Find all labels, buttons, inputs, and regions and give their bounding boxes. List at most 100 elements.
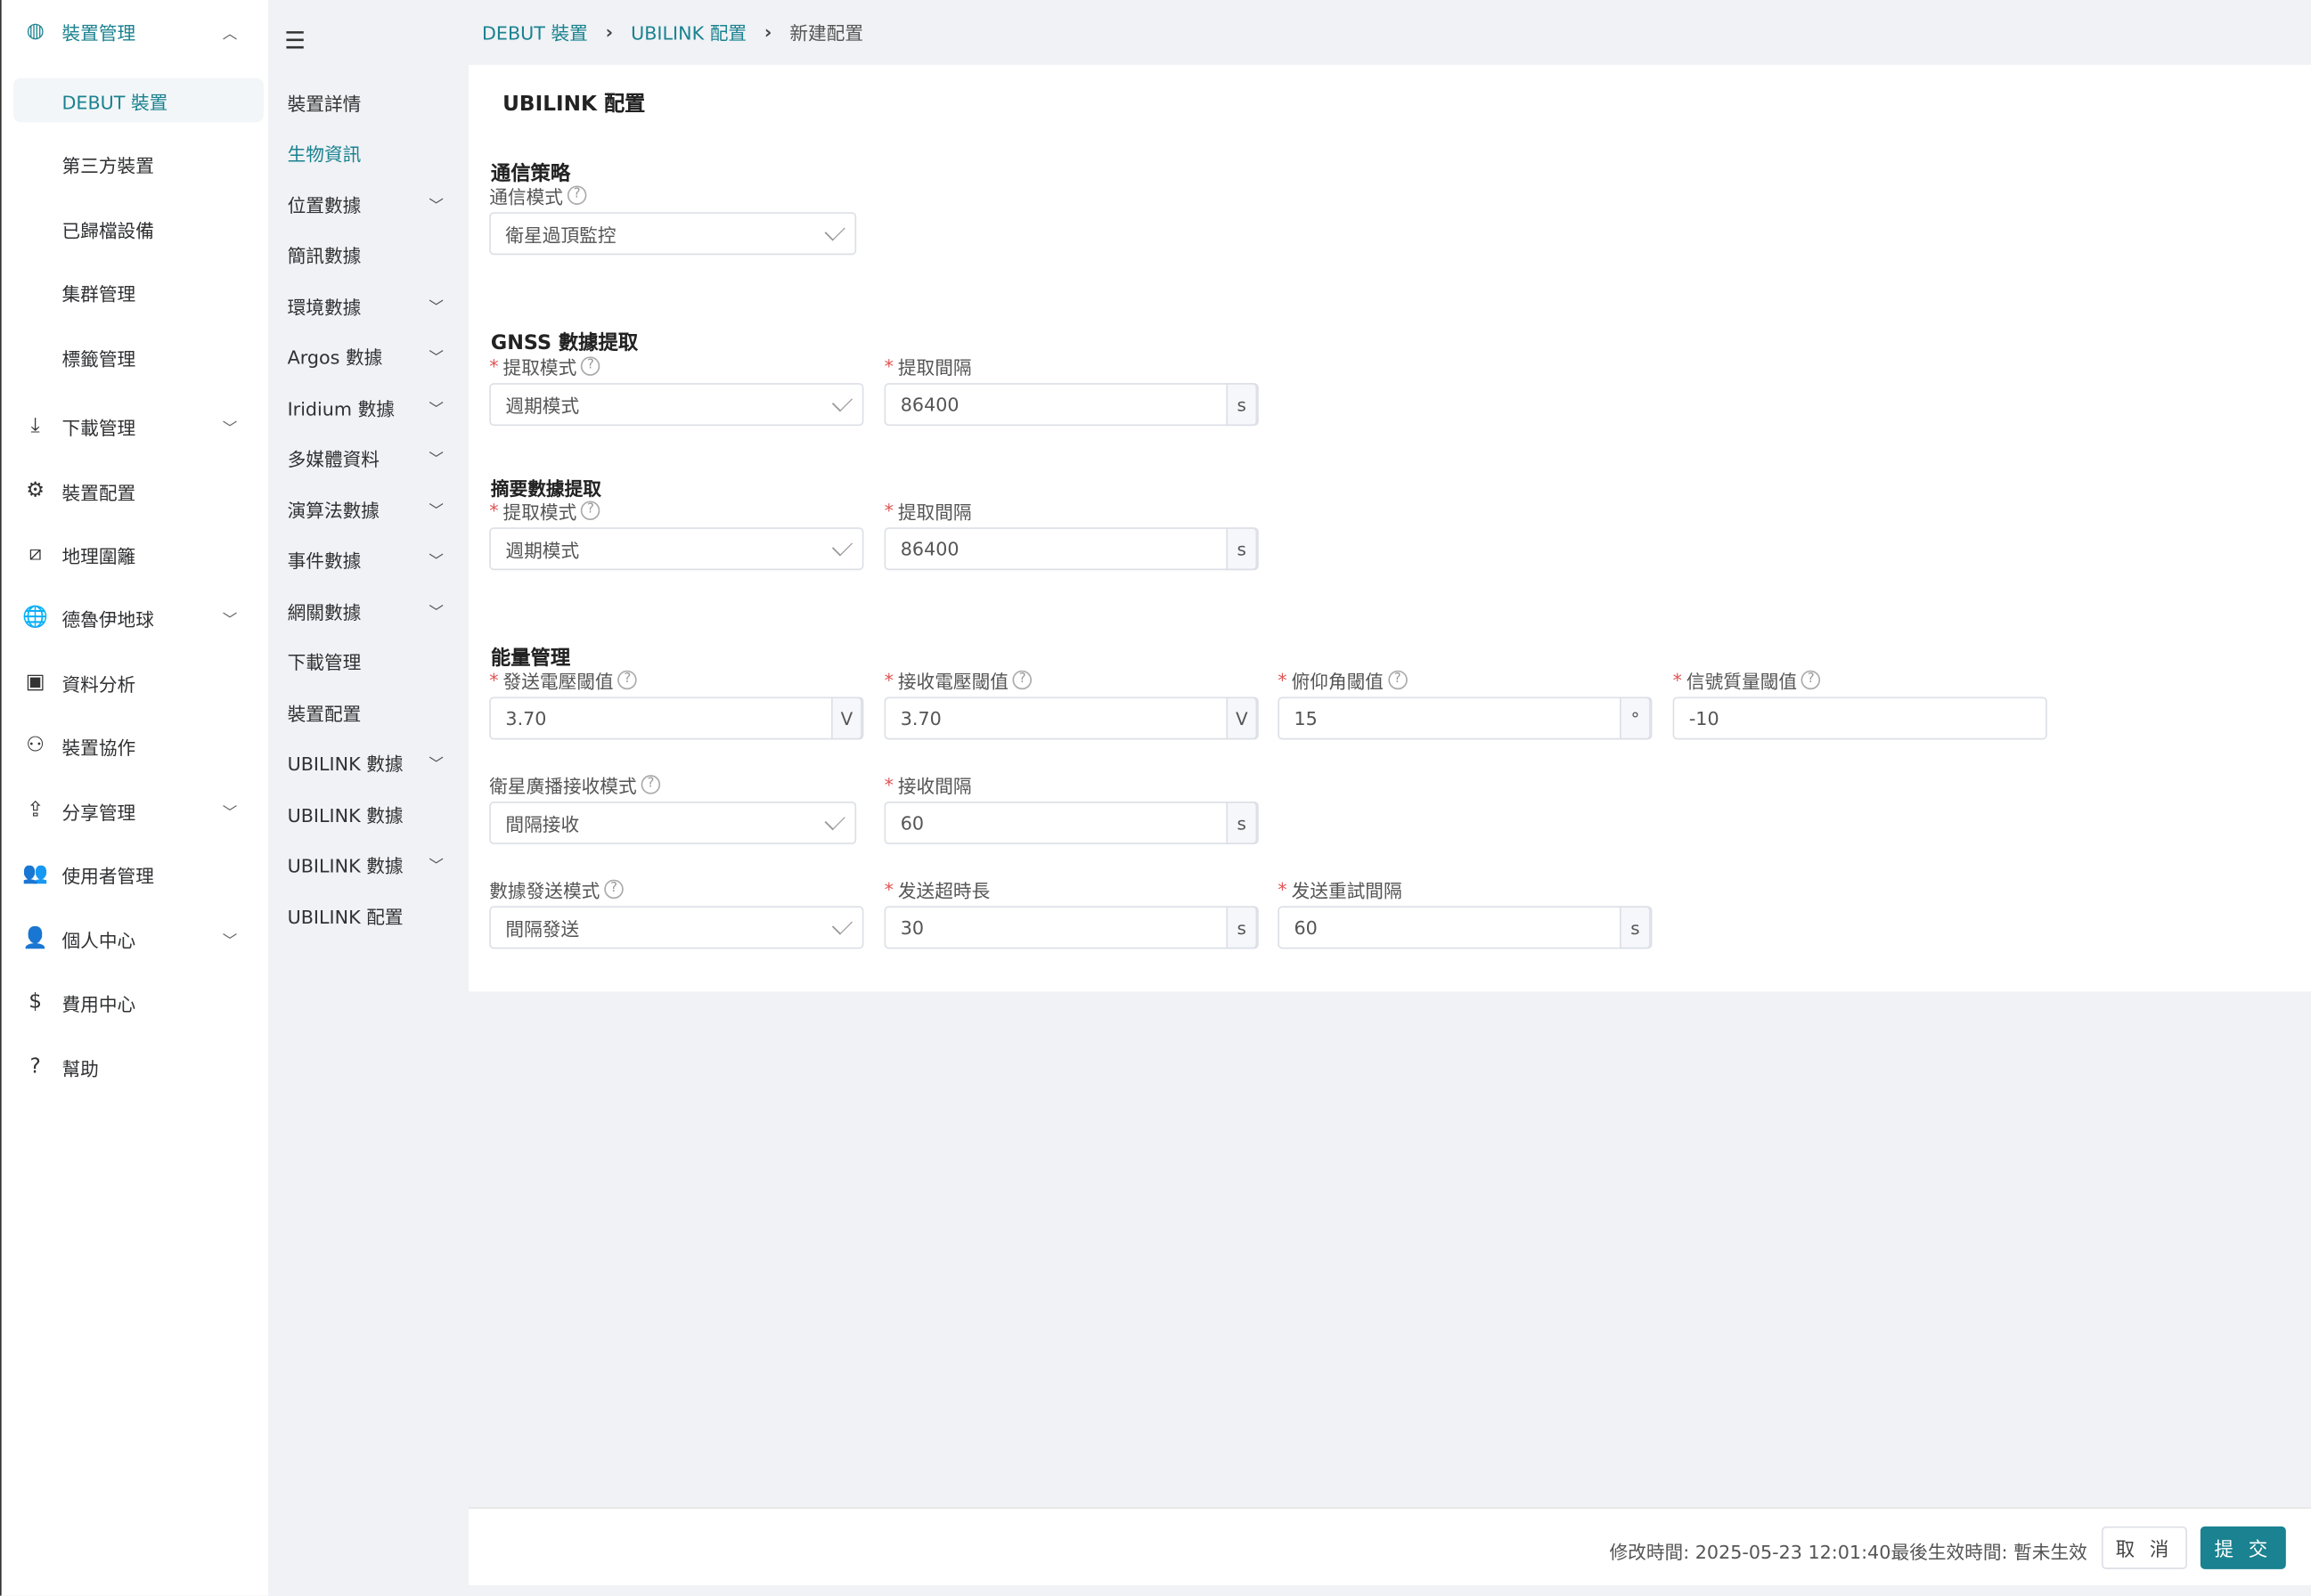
subnav-item[interactable]: Argos 數據 ﹀ xyxy=(288,337,461,375)
required-asterisk: * xyxy=(1278,877,1287,900)
help-icon[interactable]: ? xyxy=(1801,670,1821,690)
unit-suffix: s xyxy=(1226,383,1258,427)
sidebar-item-label: 地理圍籬 xyxy=(61,544,136,567)
chevron-down-icon: ﹀ xyxy=(429,605,444,622)
unit-suffix: ° xyxy=(1620,696,1651,740)
field-label: * 接收電壓閾值? xyxy=(885,666,1033,694)
breadcrumb-ubilink[interactable]: UBILINK 配置 xyxy=(631,21,747,45)
select-field[interactable]: 間隔發送 xyxy=(489,906,864,949)
required-asterisk: * xyxy=(884,773,894,796)
field-label: * 接收間隔 xyxy=(885,770,972,798)
subnav-item[interactable]: UBILINK 數據 xyxy=(288,794,461,833)
sidebar-item[interactable]: 集群管理 xyxy=(2,270,270,314)
help-icon[interactable]: ? xyxy=(567,185,587,205)
footer-bar: 修改時間: 2025-05-23 12:01:40 最後生效時間: 暫未生效 取… xyxy=(469,1507,2311,1586)
subnav-item[interactable]: 網關數據 ﹀ xyxy=(288,590,461,629)
sidebar-item[interactable]: 🌐 德魯伊地球 ﹀ xyxy=(2,595,270,639)
sidebar-item[interactable]: ▣ 資料分析 xyxy=(2,660,270,704)
section-summary: 摘要數據提取 xyxy=(490,476,601,500)
subnav-item[interactable]: UBILINK 數據 ﹀ xyxy=(288,744,461,782)
field-value: 3.70 xyxy=(900,707,942,729)
submit-button[interactable]: 提 交 xyxy=(2200,1526,2286,1569)
select-field[interactable]: 間隔接收 xyxy=(489,801,857,844)
dollar-icon: $ xyxy=(29,989,43,1014)
input-field[interactable]: 3.70 V xyxy=(884,696,1259,740)
subnav-item[interactable]: 裝置詳情 xyxy=(288,83,461,121)
sidebar-item-label: 標籤管理 xyxy=(61,346,136,370)
sidebar-item-label: 費用中心 xyxy=(61,992,136,1014)
subnav-item[interactable]: 位置數據 ﹀ xyxy=(288,184,461,223)
field-value: 60 xyxy=(1294,916,1318,939)
subnav-item[interactable]: 生物資訊 xyxy=(288,134,461,172)
subnav-item[interactable]: 下載管理 xyxy=(288,641,461,680)
breadcrumb-current: 新建配置 xyxy=(789,21,864,45)
sidebar-item[interactable]: ⚇ 裝置協作 xyxy=(2,723,270,768)
sidebar-item[interactable]: 已歸檔設備 xyxy=(2,207,270,251)
help-icon[interactable]: ? xyxy=(581,356,600,376)
subnav-item[interactable]: 環境數據 ﹀ xyxy=(288,286,461,324)
breadcrumb-debut[interactable]: DEBUT 裝置 xyxy=(481,21,588,45)
breadcrumb: DEBUT 裝置 › UBILINK 配置 › 新建配置 xyxy=(482,18,863,45)
label-text: 信號質量閾值 xyxy=(1686,670,1798,693)
help-icon[interactable]: ? xyxy=(604,879,624,900)
help-icon[interactable]: ? xyxy=(641,775,661,794)
chevron-down-icon: ﹀ xyxy=(429,502,444,520)
input-field[interactable]: 60 s xyxy=(1278,906,1653,949)
users-icon: 👥 xyxy=(22,861,49,886)
input-field[interactable]: 60 s xyxy=(884,801,1259,844)
help-icon[interactable]: ? xyxy=(617,670,638,690)
geofence-icon: ⧄ xyxy=(29,542,43,566)
subnav-item[interactable]: 多媒體資料 ﹀ xyxy=(288,438,461,476)
sidebar-item[interactable]: ⇪ 分享管理 ﹀ xyxy=(2,788,270,833)
input-field[interactable]: 15 ° xyxy=(1278,696,1653,740)
chevron-down-icon: ﹀ xyxy=(429,757,444,774)
chevron-down-icon: ﹀ xyxy=(429,554,444,571)
download-icon: ⤓ xyxy=(30,413,40,438)
label-text: 发送重試間隔 xyxy=(1291,879,1402,902)
sidebar-item[interactable]: $ 費用中心 xyxy=(2,980,270,1024)
chevron-down-icon: ﹀ xyxy=(222,805,238,822)
collapse-menu-icon[interactable]: ☰ xyxy=(284,26,306,55)
required-asterisk: * xyxy=(1278,669,1287,691)
subnav-item[interactable]: UBILINK 配置 xyxy=(288,896,461,934)
sidebar-item-label: 集群管理 xyxy=(61,281,136,305)
sidebar-item[interactable]: ⧄ 地理圍籬 xyxy=(2,532,270,576)
sidebar-item-label: 分享管理 xyxy=(61,801,136,823)
sidebar-item[interactable]: 第三方裝置 xyxy=(2,142,270,186)
subnav-item[interactable]: UBILINK 數據 ﹀ xyxy=(288,845,461,884)
select-field[interactable]: 週期模式 xyxy=(489,527,864,571)
chevron-down-icon: ﹀ xyxy=(429,198,444,215)
sidebar-item[interactable]: 👤 個人中心 ﹀ xyxy=(2,916,270,961)
sidebar-item[interactable]: 標籤管理 xyxy=(2,335,270,379)
subnav-item-label: UBILINK 數據 xyxy=(287,854,404,877)
cancel-button[interactable]: 取 消 xyxy=(2102,1526,2187,1569)
help-icon[interactable]: ? xyxy=(581,501,600,520)
collaboration-icon: ⚇ xyxy=(26,733,45,758)
subnav-item[interactable]: 裝置配置 xyxy=(288,693,461,731)
select-field[interactable]: 週期模式 xyxy=(489,383,864,427)
field-label: 數據發送模式? xyxy=(489,875,624,903)
subnav-item[interactable]: 演算法數據 ﹀ xyxy=(288,489,461,527)
sidebar-item[interactable]: ⤓ 下載管理 ﹀ xyxy=(2,403,270,448)
sidebar-item[interactable]: 👥 使用者管理 xyxy=(2,851,270,896)
sidebar-item[interactable]: DEBUT 裝置 xyxy=(12,77,265,123)
select-field[interactable]: 衛星過頂監控 xyxy=(489,212,857,256)
subnav-item[interactable]: 事件數據 ﹀ xyxy=(288,540,461,578)
field-value: -10 xyxy=(1688,707,1719,729)
section-gnss: GNSS 數據提取 xyxy=(490,331,639,355)
subnav-item[interactable]: Iridium 數據 ﹀ xyxy=(288,387,461,426)
subnav-item[interactable]: 簡訊數據 xyxy=(288,235,461,273)
help-icon[interactable]: ? xyxy=(1387,670,1408,690)
input-field[interactable]: -10 xyxy=(1672,696,2047,740)
input-field[interactable]: 86400 s xyxy=(884,527,1259,571)
input-field[interactable]: 30 s xyxy=(884,906,1259,949)
sidebar-item[interactable]: ⚙ 裝置配置 xyxy=(2,468,270,513)
input-field[interactable]: 86400 s xyxy=(884,383,1259,427)
subnav-item-label: 演算法數據 xyxy=(287,498,380,521)
input-field[interactable]: 3.70 V xyxy=(489,696,864,740)
help-icon[interactable]: ? xyxy=(1012,670,1033,690)
sidebar-item[interactable]: ? 幫助 xyxy=(2,1045,270,1089)
sidebar-item[interactable]: ◍ 裝置管理 ︿ xyxy=(2,9,270,53)
required-asterisk: * xyxy=(489,669,499,691)
section-energy: 能量管理 xyxy=(490,647,571,671)
